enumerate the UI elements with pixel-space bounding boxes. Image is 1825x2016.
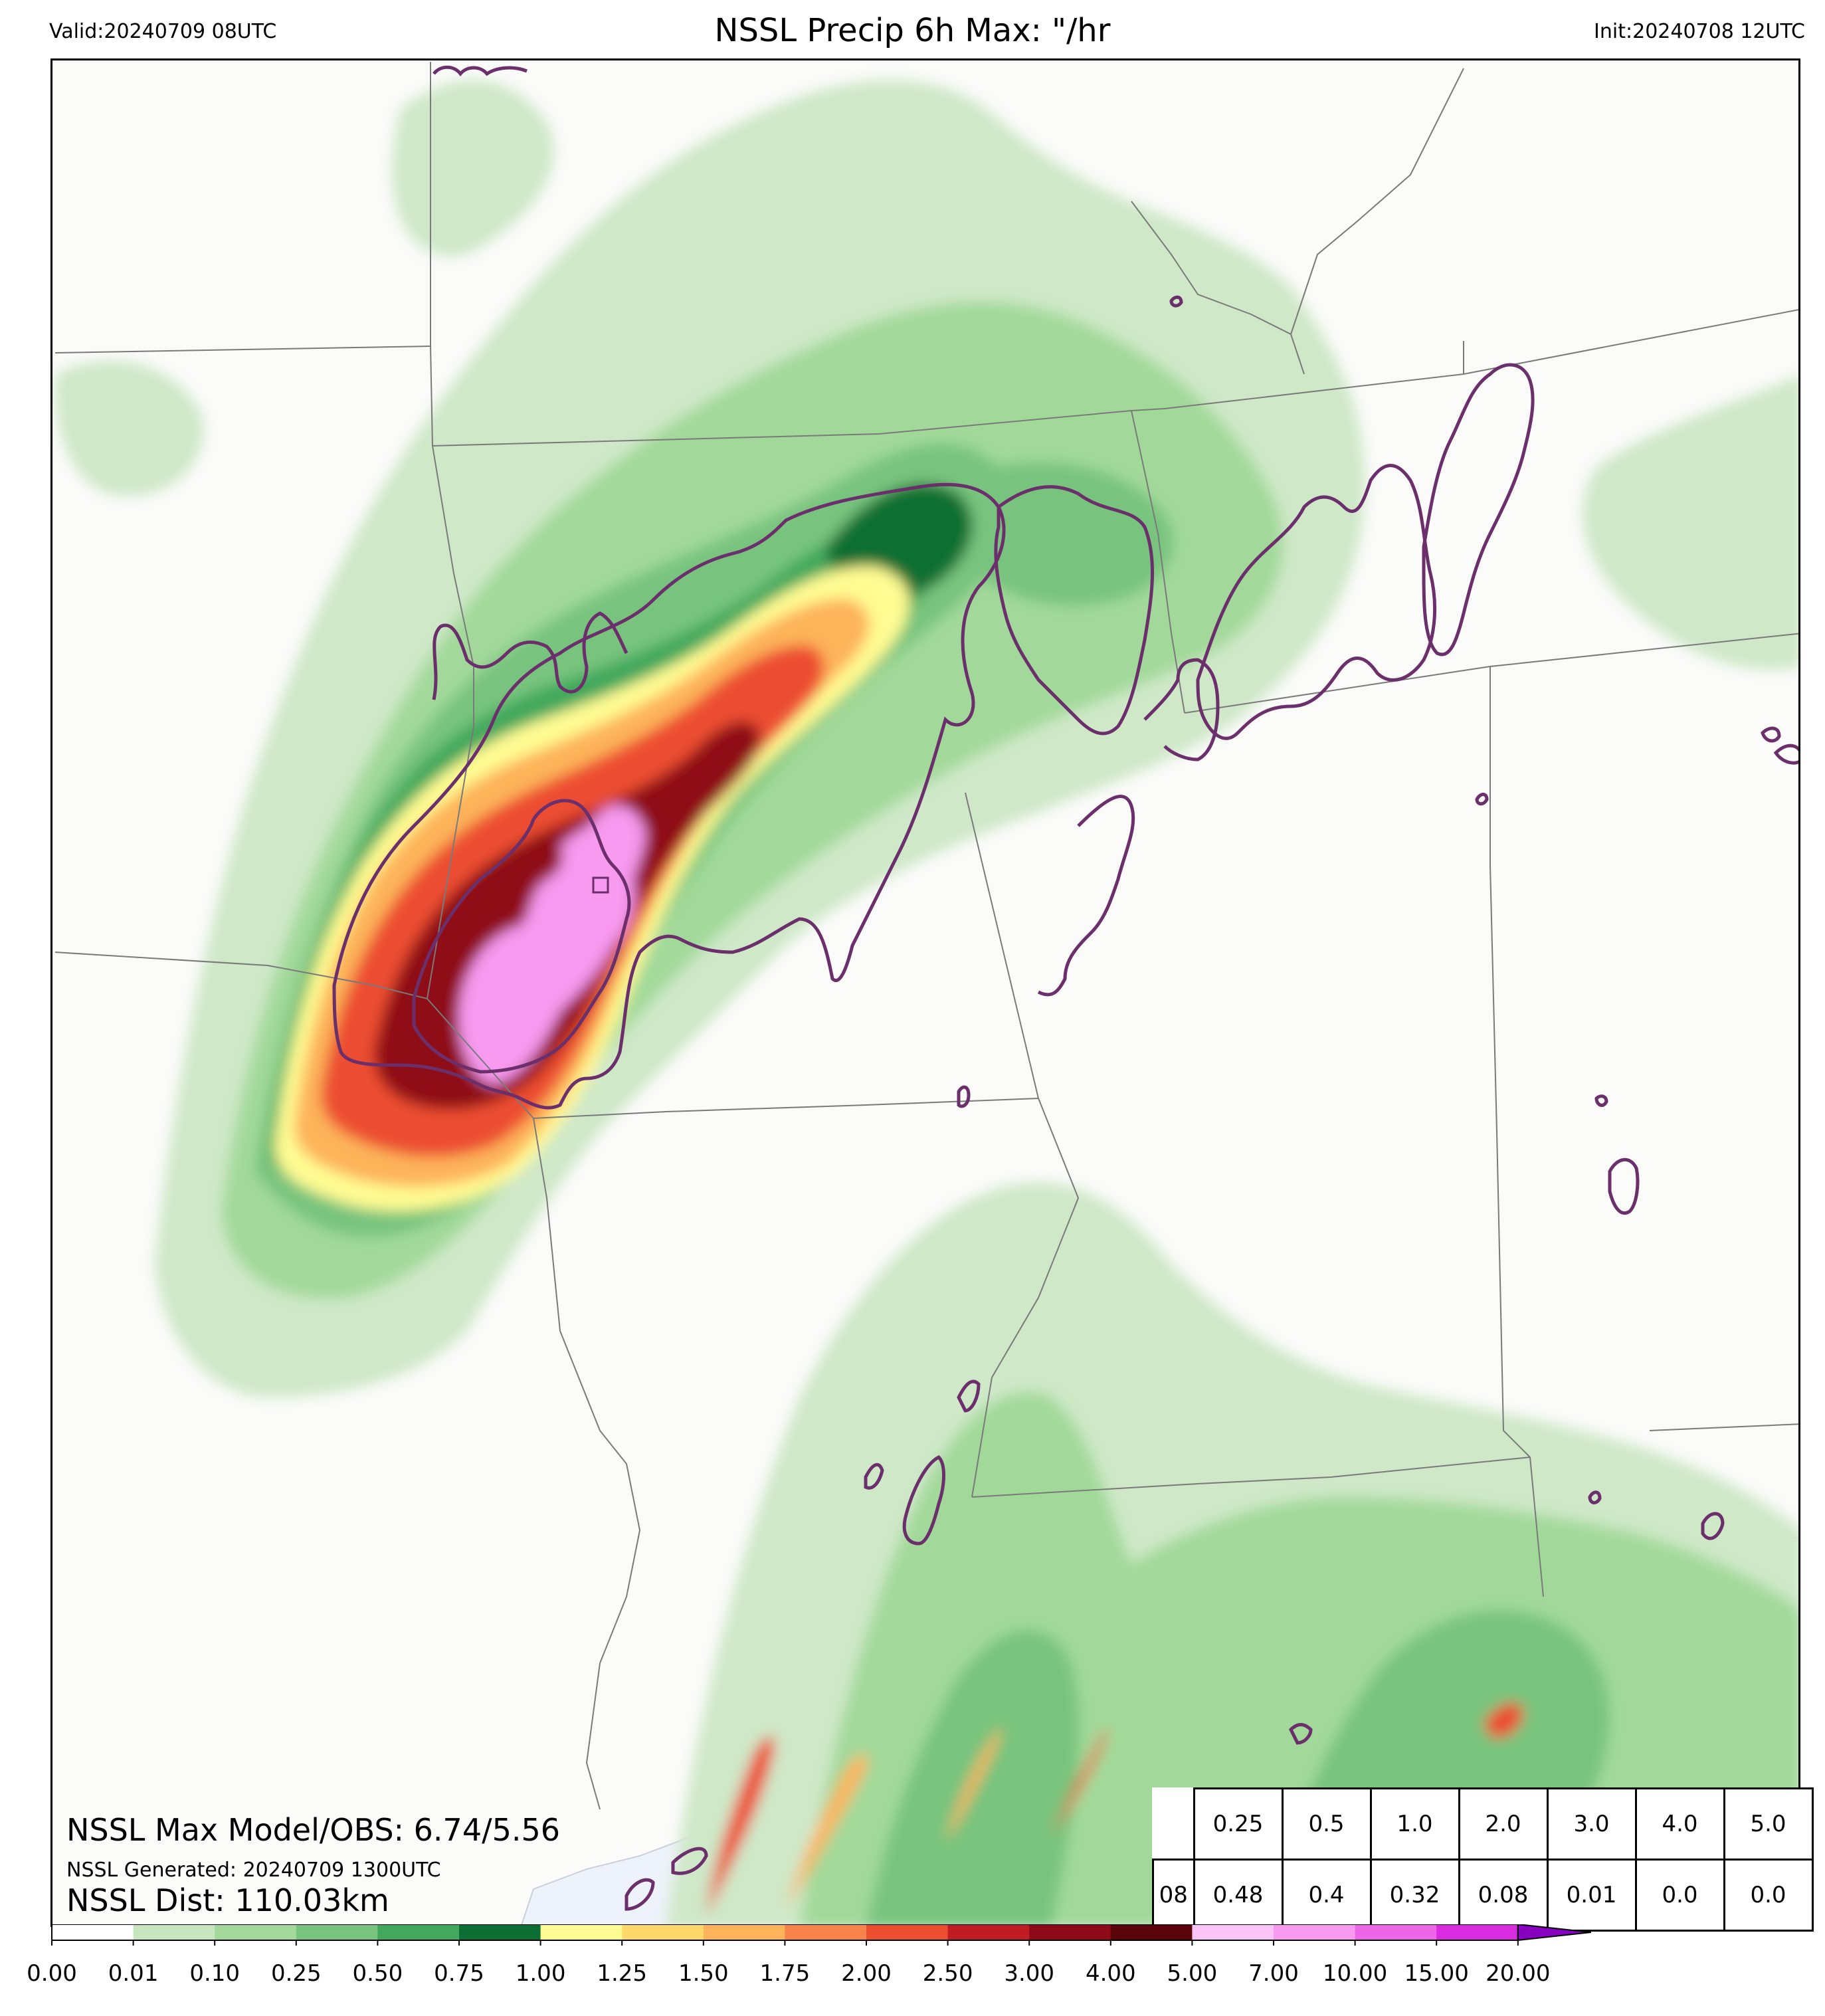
colorbar-tick-label: 3.00 <box>1004 1960 1055 1987</box>
colorbar-tick-label: 0.25 <box>270 1960 322 1987</box>
colorbar-tick-label: 5.00 <box>1167 1960 1218 1987</box>
value-cell: 0.48 <box>1193 1859 1284 1932</box>
colorbar-swatch <box>133 1924 216 1940</box>
colorbar-swatch <box>296 1924 379 1940</box>
value-cell: 0.4 <box>1281 1859 1372 1932</box>
colorbar-swatch <box>866 1924 949 1940</box>
value-cell: 0.0 <box>1634 1859 1725 1932</box>
threshold-value-row: 08 0.48 0.4 0.32 0.08 0.01 0.0 0.0 <box>1152 1859 1814 1932</box>
threshold-cell: 2.0 <box>1458 1787 1549 1861</box>
table-corner <box>1153 1789 1195 1860</box>
colorbar-swatch <box>1192 1924 1274 1940</box>
colorbar-labels: 0.00 0.01 0.10 0.25 0.50 0.75 1.00 1.25 1.50 1.75… <box>0 1960 1825 2000</box>
generated-time-label: NSSL Generated: 20240709 1300UTC <box>66 1859 441 1882</box>
threshold-cell: 1.0 <box>1369 1787 1460 1861</box>
colorbar-tick-label: 10.00 <box>1322 1960 1388 1987</box>
observed-contours <box>332 65 1798 1911</box>
precip-map <box>50 58 1800 1927</box>
colorbar-tick-label: 7.00 <box>1248 1960 1299 1987</box>
colorbar-swatch <box>1110 1924 1193 1940</box>
colorbar-tick-label: 2.00 <box>841 1960 892 1987</box>
threshold-cell: 4.0 <box>1634 1787 1725 1861</box>
threshold-cell: 5.0 <box>1723 1787 1814 1861</box>
map-canvas <box>54 62 1798 1925</box>
threshold-cell: 0.5 <box>1281 1787 1372 1861</box>
colorbar-swatch <box>1274 1924 1356 1940</box>
colorbar-swatch <box>377 1924 460 1940</box>
value-cell: 0.0 <box>1723 1859 1814 1932</box>
colorbar-tick-label: 0.10 <box>189 1960 240 1987</box>
colorbar-tick-label: 0.50 <box>352 1960 403 1987</box>
colorbar-swatch <box>1436 1924 1519 1940</box>
colorbar-swatch <box>947 1924 1030 1940</box>
colorbar-tick-label: 0.01 <box>108 1960 159 1987</box>
map-title: NSSL Precip 6h Max: "/hr <box>714 12 1111 49</box>
colorbar-swatch <box>215 1924 297 1940</box>
colorbar-tick-label: 0.00 <box>27 1960 77 1987</box>
threshold-cell: 0.25 <box>1193 1787 1284 1861</box>
precip-field <box>54 80 1798 1925</box>
colorbar-tick-label: 2.50 <box>922 1960 973 1987</box>
max-model-obs-label: NSSL Max Model/OBS: 6.74/5.56 <box>66 1812 561 1848</box>
colorbar-swatch <box>1029 1924 1111 1940</box>
threshold-header-row: 0.25 0.5 1.0 2.0 3.0 4.0 5.0 <box>1153 1787 1814 1861</box>
colorbar-swatch <box>1355 1924 1438 1940</box>
colorbar-tick-label: 1.50 <box>678 1960 729 1987</box>
colorbar-swatch <box>459 1924 541 1940</box>
value-cell: 0.32 <box>1369 1859 1460 1932</box>
colorbar-tick-label: 15.00 <box>1404 1960 1469 1987</box>
valid-time-label: Valid:20240709 08UTC <box>49 20 277 43</box>
threshold-table: 0.25 0.5 1.0 2.0 3.0 4.0 5.0 08 0.48 0.4… <box>1152 1787 1814 1932</box>
init-time-label: Init:20240708 12UTC <box>1594 20 1805 43</box>
distance-label: NSSL Dist: 110.03km <box>66 1882 389 1918</box>
colorbar-swatch <box>540 1924 623 1940</box>
colorbar-tick-label: 4.00 <box>1085 1960 1136 1987</box>
colorbar-tick-label: 1.00 <box>515 1960 566 1987</box>
value-cell: 0.01 <box>1546 1859 1637 1932</box>
colorbar <box>51 1924 1591 1946</box>
colorbar-extend-arrow <box>1517 1924 1591 1942</box>
value-cell: 0.08 <box>1458 1859 1549 1932</box>
state-boundaries <box>54 62 1798 1810</box>
colorbar-tick-label: 1.25 <box>597 1960 648 1987</box>
threshold-cell: 3.0 <box>1546 1787 1637 1861</box>
colorbar-swatch <box>703 1924 786 1940</box>
row-label-cell: 08 <box>1152 1859 1195 1932</box>
colorbar-tick-label: 0.75 <box>434 1960 484 1987</box>
colorbar-swatch <box>785 1924 867 1940</box>
colorbar-tick-label: 20.00 <box>1486 1960 1551 1987</box>
colorbar-swatch <box>52 1924 134 1940</box>
colorbar-swatch <box>622 1924 704 1940</box>
colorbar-tick-label: 1.75 <box>759 1960 811 1987</box>
